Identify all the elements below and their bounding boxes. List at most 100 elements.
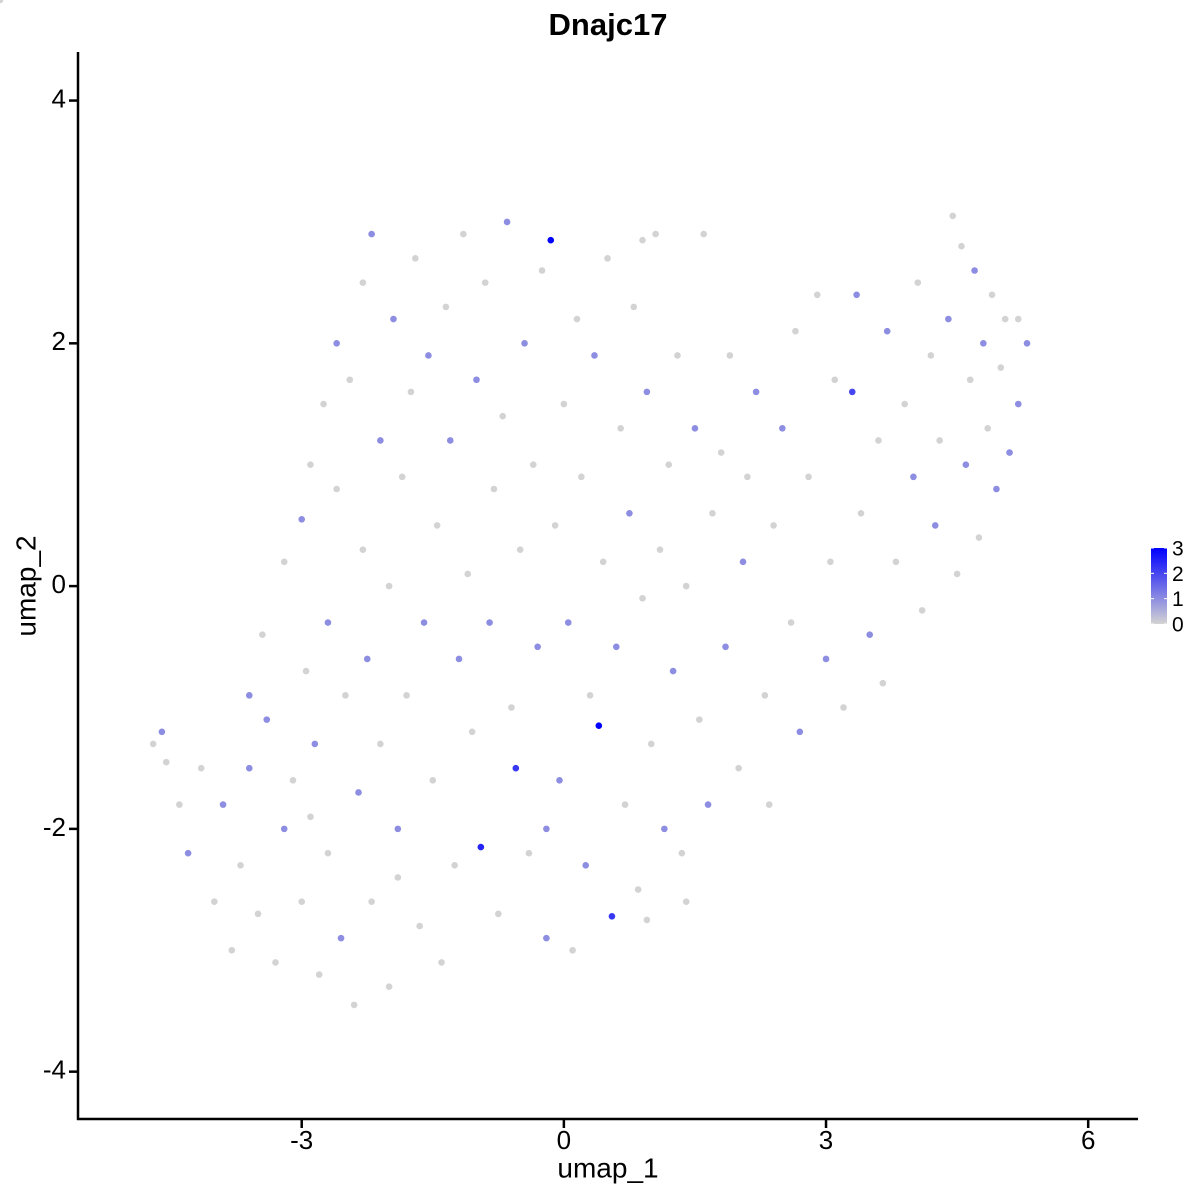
y-axis-title: umap_2 [10,535,41,636]
point [521,340,528,347]
point [245,764,253,772]
point [717,449,725,456]
point [857,509,865,517]
point [656,546,664,553]
point [298,516,306,523]
point [639,594,646,602]
point [682,582,690,590]
point [582,861,590,869]
point [866,631,874,638]
point [551,522,559,529]
point [630,303,638,311]
point [752,388,760,396]
point [840,704,847,711]
point [543,825,550,833]
point [525,849,533,857]
point [643,916,651,924]
point [669,667,677,675]
point [254,910,262,918]
point [363,655,371,663]
point [385,983,393,990]
point [529,461,537,469]
point [495,910,502,918]
colorbar [1151,548,1167,624]
point [158,728,166,736]
point [853,291,860,299]
x-tick-label: 3 [819,1125,833,1155]
point [848,388,856,396]
point [438,959,445,966]
point [787,619,795,626]
point [499,412,506,420]
point [696,716,703,723]
point [307,813,314,821]
point [962,461,970,469]
point [355,789,362,796]
point [678,849,686,857]
point [595,722,603,730]
point [726,352,734,359]
point [639,236,646,244]
point [883,327,891,335]
point [564,619,572,626]
point [394,825,402,833]
y-tick-label: 4 [52,83,66,113]
point [674,352,681,359]
point [416,922,423,930]
point [831,376,839,384]
point [796,728,804,736]
point [324,849,332,857]
point [931,522,939,529]
y-tick-label: -4 [43,1055,66,1085]
point [953,570,961,578]
colorbar-label: 1 [1172,588,1184,611]
point [534,643,541,651]
point [936,437,943,444]
point [604,255,611,262]
point [927,352,935,359]
point [407,388,415,396]
point [377,740,384,748]
y-tick-label: -2 [43,812,66,842]
point [307,461,314,469]
point [617,425,624,432]
point [149,740,157,748]
point [237,861,244,869]
point [342,692,349,699]
point [333,340,340,347]
point [586,692,594,699]
point [556,777,563,784]
point [709,509,716,517]
point [442,303,450,311]
point [608,912,616,920]
point [813,291,821,299]
x-tick-label: 0 [557,1125,571,1155]
point [512,764,520,772]
x-axis-title: umap_1 [557,1152,658,1183]
point [184,849,192,857]
point [879,679,887,687]
point [263,716,271,723]
point [647,740,655,748]
point [626,509,633,517]
y-tick-label: 0 [52,569,66,599]
point [621,801,629,808]
point [599,558,607,566]
point [455,655,463,663]
point [219,801,227,808]
point [613,643,620,651]
point [691,425,699,432]
point [682,898,690,906]
point [315,971,323,978]
point [473,376,480,384]
point [643,388,651,396]
point [359,279,367,286]
point [280,558,288,566]
point [770,522,777,529]
point [744,473,751,481]
colorbar-label: 3 [1172,538,1184,561]
point [997,364,1005,371]
point [420,619,428,626]
point [1001,315,1009,323]
point [259,631,266,638]
